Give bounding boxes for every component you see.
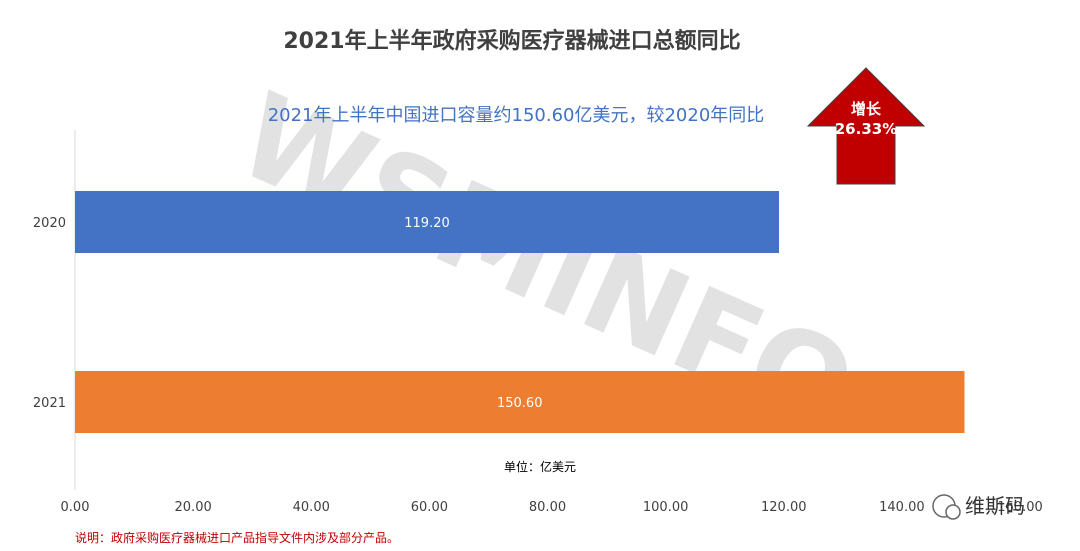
- growth-label: 增长: [851, 100, 882, 118]
- x-tick-label: 100.00: [643, 500, 689, 515]
- bar-2020: [75, 191, 780, 253]
- growth-arrow: 增长 26.33%: [806, 67, 926, 185]
- x-tick-label: 80.00: [529, 500, 566, 515]
- x-tick-label: 120.00: [761, 500, 807, 515]
- corner-brand-text: 维斯码: [965, 494, 1025, 518]
- growth-value: 26.33%: [835, 120, 897, 138]
- x-tick-label: 60.00: [411, 500, 448, 515]
- unit-label: 单位：亿美元: [504, 459, 576, 474]
- x-tick-label: 160.00: [997, 500, 1043, 515]
- x-tick-label: 20.00: [175, 500, 212, 515]
- x-tick-label: 40.00: [293, 500, 330, 515]
- chart-title: 2021年上半年政府采购医疗器械进口总额同比: [283, 28, 740, 54]
- x-tick-label: 140.00: [879, 500, 925, 515]
- bar-value-label-2020: 119.20: [404, 216, 450, 231]
- bar-2021: [75, 371, 965, 433]
- footnote: 说明：政府采购医疗器械进口产品指导文件内涉及部分产品。: [75, 530, 399, 545]
- chart-subtitle: 2021年上半年中国进口容量约150.60亿美元，较2020年同比: [268, 105, 765, 126]
- x-ticks-group: 0.00 20.00 40.00 60.00 80.00 100.00 120.00 140.…: [61, 500, 1043, 515]
- corner-brand: 维斯码: [932, 494, 1025, 520]
- growth-arrow-shape: [806, 67, 926, 185]
- bars-group: 119.20 2020 150.60 2021: [33, 191, 965, 433]
- bar-value-label-2021: 150.60: [497, 396, 543, 411]
- x-tick-label: 0.00: [61, 500, 90, 515]
- wechat-icon-small: [945, 504, 961, 520]
- category-label-2020: 2020: [33, 216, 66, 231]
- category-label-2021: 2021: [33, 396, 66, 411]
